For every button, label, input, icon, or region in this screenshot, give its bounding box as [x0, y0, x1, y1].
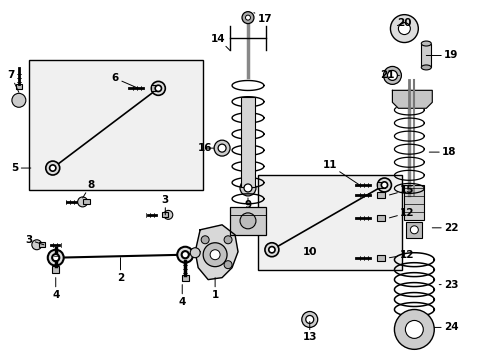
Circle shape	[32, 240, 41, 250]
Bar	[229, 207, 265, 235]
Circle shape	[52, 254, 59, 261]
Circle shape	[210, 250, 220, 260]
Circle shape	[214, 140, 229, 156]
Circle shape	[224, 236, 232, 244]
Circle shape	[244, 184, 251, 192]
Bar	[151, 85, 159, 91]
Text: 22: 22	[431, 223, 458, 233]
Text: 20: 20	[396, 18, 411, 28]
Text: 12: 12	[388, 208, 414, 218]
Text: 9: 9	[244, 198, 251, 210]
Bar	[39, 242, 45, 247]
Text: 3: 3	[162, 195, 168, 215]
Text: 5: 5	[11, 163, 31, 173]
Circle shape	[155, 85, 161, 91]
Circle shape	[49, 165, 56, 171]
Text: 19: 19	[426, 50, 457, 60]
Bar	[182, 275, 188, 280]
Circle shape	[240, 180, 255, 196]
Bar	[258, 175, 402, 270]
Circle shape	[78, 197, 87, 207]
Text: 11: 11	[322, 160, 359, 185]
Circle shape	[305, 315, 313, 323]
Text: 6: 6	[112, 73, 138, 88]
Polygon shape	[392, 90, 431, 108]
Text: 10: 10	[302, 247, 316, 257]
Text: 21: 21	[379, 71, 399, 80]
Circle shape	[245, 15, 250, 20]
Bar	[404, 185, 424, 220]
Text: 17: 17	[253, 13, 272, 24]
Circle shape	[381, 182, 387, 188]
Bar	[377, 182, 385, 188]
Bar	[162, 212, 168, 217]
Circle shape	[163, 210, 172, 219]
Ellipse shape	[421, 65, 430, 70]
Circle shape	[405, 320, 423, 338]
Circle shape	[190, 248, 200, 258]
Text: 23: 23	[438, 280, 458, 289]
Circle shape	[151, 81, 165, 95]
Circle shape	[398, 23, 409, 35]
Circle shape	[201, 236, 209, 244]
Circle shape	[12, 93, 26, 107]
Text: 7: 7	[7, 71, 19, 92]
Text: 4: 4	[178, 285, 185, 306]
Bar	[29, 60, 203, 190]
Circle shape	[181, 251, 188, 258]
Bar	[421, 44, 430, 67]
Text: 1: 1	[211, 278, 218, 300]
Circle shape	[242, 12, 253, 24]
Circle shape	[46, 161, 60, 175]
Circle shape	[240, 213, 255, 229]
Bar	[16, 84, 22, 89]
Bar	[82, 199, 89, 204]
Bar	[241, 97, 254, 187]
Text: 24: 24	[433, 323, 458, 332]
Bar	[377, 215, 385, 221]
Circle shape	[224, 261, 232, 269]
Text: 16: 16	[198, 143, 214, 153]
Circle shape	[409, 226, 417, 234]
Text: 15: 15	[388, 185, 414, 195]
Text: 12: 12	[388, 250, 414, 260]
Circle shape	[48, 250, 63, 266]
Circle shape	[218, 144, 225, 152]
Circle shape	[203, 243, 226, 267]
Circle shape	[383, 67, 401, 84]
Circle shape	[394, 310, 433, 349]
Circle shape	[177, 247, 193, 263]
Text: 4: 4	[52, 278, 60, 300]
Text: 18: 18	[428, 147, 455, 157]
Text: 3: 3	[25, 235, 44, 245]
Bar	[377, 255, 385, 261]
Circle shape	[264, 243, 278, 257]
Text: 14: 14	[210, 33, 229, 50]
Text: 2: 2	[117, 258, 124, 283]
Ellipse shape	[421, 41, 430, 46]
Text: 8: 8	[82, 180, 94, 198]
Circle shape	[268, 247, 274, 253]
Bar	[377, 192, 385, 198]
Polygon shape	[195, 225, 238, 280]
Circle shape	[301, 311, 317, 328]
Bar	[406, 222, 422, 238]
Text: 13: 13	[302, 321, 316, 342]
Circle shape	[377, 178, 390, 192]
Circle shape	[389, 15, 417, 42]
Circle shape	[386, 71, 397, 80]
Bar	[52, 266, 59, 273]
